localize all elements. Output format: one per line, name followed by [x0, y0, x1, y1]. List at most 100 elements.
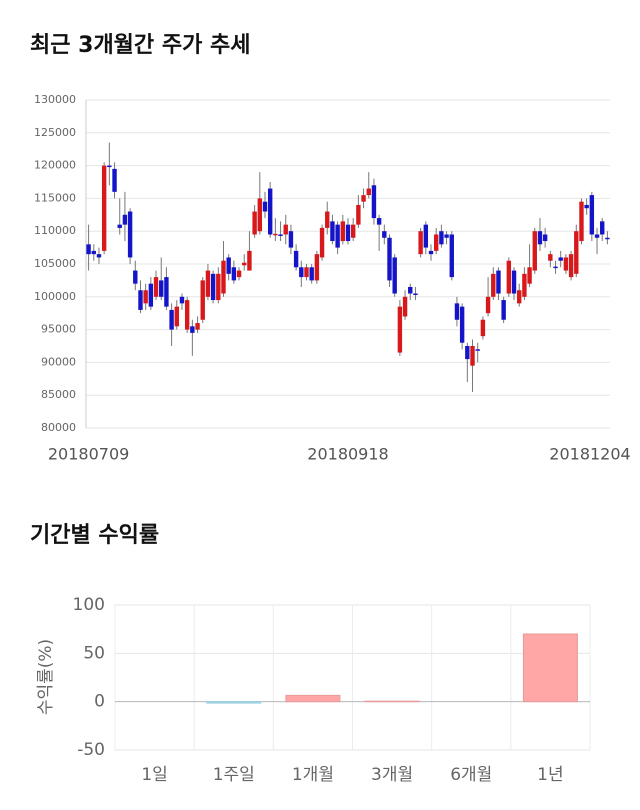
x-tick-label: 20180709	[48, 445, 129, 464]
x-tick-label: 3개월	[371, 765, 413, 785]
y-tick-label: 120000	[34, 159, 76, 172]
y-tick-label: 110000	[34, 224, 76, 237]
candle-body	[91, 250, 96, 255]
candle-body	[210, 273, 216, 301]
y-tick-label: 80000	[41, 421, 76, 434]
candle-body	[413, 293, 418, 296]
candle-body	[236, 270, 242, 278]
candle-body	[470, 346, 475, 366]
candle-body	[314, 254, 320, 281]
candle-body	[501, 300, 506, 320]
candle-body	[361, 195, 366, 202]
x-tick-label: 20181204	[549, 445, 630, 464]
candle-body	[195, 323, 200, 330]
bar	[206, 701, 262, 704]
candle-body	[558, 257, 563, 261]
candle-body	[548, 254, 553, 261]
candle-body	[517, 290, 522, 304]
y-tick-label: -50	[77, 740, 105, 760]
y-tick-label: 105000	[34, 257, 76, 270]
x-tick-label: 1일	[141, 765, 167, 785]
candle-body	[96, 254, 102, 258]
candle-body	[273, 233, 278, 236]
candle-body	[127, 211, 133, 258]
candle-body	[335, 224, 340, 248]
y-tick-label: 100000	[34, 290, 76, 303]
candle-body	[216, 273, 221, 301]
y-tick-label: 95000	[41, 323, 76, 336]
y-tick-label: 115000	[34, 191, 76, 204]
candle-body	[522, 273, 527, 297]
candle-body	[465, 346, 470, 360]
candle-body	[252, 211, 257, 235]
candle-body	[532, 231, 537, 271]
candle-body	[283, 224, 288, 235]
x-tick-label: 1년	[537, 765, 563, 785]
candle-body	[387, 237, 392, 281]
candle-body	[325, 211, 330, 228]
candle-body	[366, 188, 371, 196]
y-tick-label: 0	[94, 692, 105, 712]
candle-body	[174, 306, 179, 327]
candle-body	[356, 204, 361, 225]
candle-body	[433, 234, 439, 251]
candle-body	[304, 267, 309, 278]
candle-body	[340, 221, 346, 242]
candle-body	[449, 234, 454, 278]
candle-body	[309, 267, 314, 281]
x-tick-label: 1주일	[213, 765, 255, 785]
candle-body	[511, 270, 517, 294]
candle-body	[350, 224, 356, 238]
candle-body	[376, 218, 382, 225]
candle-body	[345, 224, 351, 242]
candle-body	[164, 277, 169, 307]
x-tick-label: 20180918	[307, 445, 388, 464]
candle-body	[439, 231, 444, 245]
candle-body	[231, 267, 237, 281]
candle-body	[397, 306, 403, 353]
candle-body	[319, 227, 325, 258]
candle-body	[428, 250, 434, 255]
candle-body	[594, 234, 600, 238]
candle-body	[257, 198, 263, 232]
candle-body	[247, 250, 252, 271]
candle-body	[600, 221, 605, 235]
candle-body	[205, 270, 211, 297]
candle-body	[454, 303, 460, 320]
candle-body	[574, 231, 579, 274]
candle-body	[371, 185, 377, 219]
candle-body	[423, 224, 429, 248]
bar	[285, 694, 341, 703]
candle-body	[267, 188, 273, 235]
candle-body	[480, 319, 486, 337]
y-tick-label: 85000	[41, 388, 76, 401]
candle-body	[537, 231, 543, 245]
candle-body	[138, 290, 143, 310]
y-tick-label: 50	[83, 643, 105, 663]
candle-body	[242, 262, 247, 266]
candle-body	[579, 201, 584, 242]
candle-body	[117, 224, 122, 228]
candle-body	[299, 267, 304, 278]
candle-body	[112, 168, 117, 192]
candle-body	[408, 286, 413, 294]
bar	[522, 633, 578, 703]
candle-body	[169, 309, 174, 330]
candle-body	[485, 296, 491, 314]
candle-body	[200, 280, 205, 320]
candle-body	[293, 250, 299, 268]
candle-body	[527, 267, 532, 284]
candle-body	[86, 244, 91, 255]
candle-body	[122, 214, 128, 225]
candle-body	[459, 306, 465, 343]
candle-body	[506, 260, 512, 294]
candle-body	[101, 165, 107, 251]
candle-body	[278, 234, 283, 236]
candle-body	[184, 300, 190, 330]
candle-body	[605, 237, 610, 240]
candle-body	[563, 257, 569, 271]
candle-body	[148, 283, 154, 307]
candle-body	[496, 270, 501, 294]
candle-body	[221, 260, 226, 294]
